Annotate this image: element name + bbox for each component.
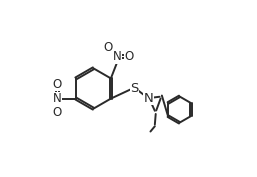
Text: N: N — [53, 92, 62, 105]
Text: N: N — [144, 92, 154, 105]
Text: O: O — [53, 78, 62, 91]
Text: N: N — [113, 50, 121, 63]
Text: S: S — [131, 82, 139, 95]
Text: O: O — [104, 41, 113, 54]
Text: O: O — [125, 50, 134, 63]
Text: O: O — [53, 107, 62, 119]
